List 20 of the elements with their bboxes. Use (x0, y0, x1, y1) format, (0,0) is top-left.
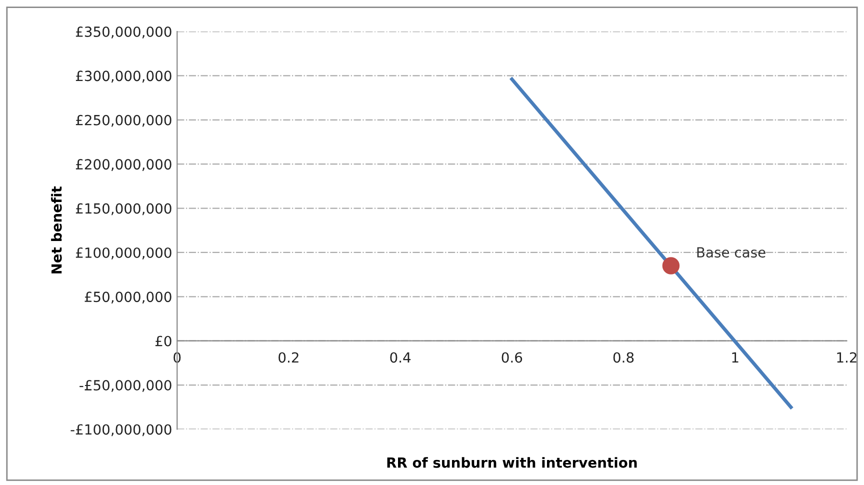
y-tick-label: -£50,000,000 (80, 380, 172, 392)
y-tick-label: £150,000,000 (76, 203, 172, 216)
x-tick-label: 0 (174, 352, 181, 363)
x-tick-label: 0.6 (502, 352, 522, 363)
x-axis-title: RR of sunburn with intervention (387, 457, 637, 468)
y-tick-label: £300,000,000 (76, 70, 172, 83)
y-tick-label: -£100,000,000 (70, 424, 172, 436)
x-tick-label: 1.2 (837, 352, 856, 363)
x-tick-label: 1 (732, 352, 738, 363)
x-tick-label: 0.8 (613, 352, 634, 363)
y-tick-label: £100,000,000 (76, 247, 172, 260)
y-tick-label: £200,000,000 (76, 159, 172, 171)
y-tick-label: £0 (155, 336, 172, 346)
y-tick-label: £50,000,000 (84, 292, 172, 304)
y-axis-title: Net benefit (51, 186, 62, 274)
y-tick-label: £350,000,000 (76, 26, 172, 38)
annotation: Base case (697, 247, 766, 258)
x-tick-label: 0.4 (390, 352, 411, 363)
x-tick-label: 0.2 (278, 352, 298, 363)
y-tick-label: £250,000,000 (76, 114, 172, 127)
